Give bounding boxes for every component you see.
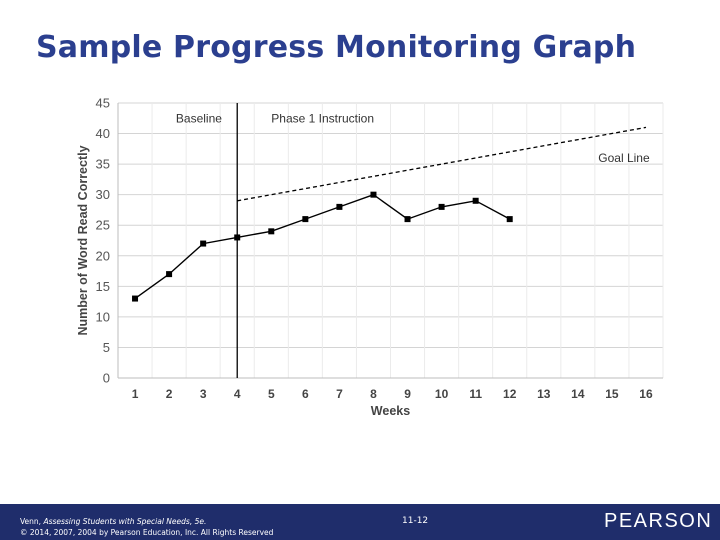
grid-lines [117,102,664,378]
data-point-week-11 [472,197,479,204]
y-tick-label-5: 5 [103,340,110,355]
data-point-week-5 [268,228,275,235]
axes [117,103,663,379]
y-tick-label-10: 10 [96,309,110,324]
y-axis-title: Number of Word Read Correctly [76,145,90,335]
data-point-week-3 [200,240,207,247]
data-point-week-12 [506,216,513,223]
pearson-logo: PEARSON [604,510,713,532]
x-tick-label-5: 5 [268,387,275,401]
data-point-week-4 [234,234,241,241]
x-tick-label-15: 15 [605,387,619,401]
x-tick-label-10: 10 [435,387,449,401]
x-tick-label-12: 12 [503,387,517,401]
x-tick-label-1: 1 [132,387,139,401]
footer-bar: Venn, Assessing Students with Special Ne… [0,504,720,540]
x-tick-label-7: 7 [336,387,343,401]
citation-copyright: © 2014, 2007, 2004 by Pearson Education,… [20,528,274,537]
x-tick-label-8: 8 [370,387,377,401]
x-tick-label-4: 4 [234,387,241,401]
y-tick-label-25: 25 [96,218,110,233]
goal-line-label: Goal Line [598,151,650,165]
citation-author: Venn, [20,517,44,526]
x-tick-label-6: 6 [302,387,309,401]
x-tick-label-14: 14 [571,387,585,401]
x-tick-label-16: 16 [639,387,653,401]
data-point-week-8 [370,191,377,198]
baseline-label: Baseline [176,111,222,125]
x-axis-title: Weeks [371,404,410,418]
citation-book-title: Assessing Students with Special Needs, 5… [43,517,207,526]
page-number: 11-12 [402,516,429,526]
y-tick-label-30: 30 [96,187,110,202]
data-point-week-7 [336,203,343,210]
x-tick-label-2: 2 [166,387,173,401]
y-tick-label-0: 0 [103,371,110,386]
data-point-week-1 [132,295,139,302]
series-lines [132,103,647,378]
x-tick-label-13: 13 [537,387,551,401]
x-tick-label-11: 11 [469,387,482,401]
y-tick-label-15: 15 [96,279,110,294]
y-tick-label-40: 40 [96,126,110,141]
slide-title: Sample Progress Monitoring Graph [36,30,637,65]
data-point-week-6 [302,216,309,223]
y-tick-label-35: 35 [96,157,110,172]
phase-1-label: Phase 1 Instruction [271,111,374,125]
goal-line [237,126,647,202]
data-point-week-10 [438,203,445,210]
x-tick-label-3: 3 [200,387,207,401]
y-tick-label-20: 20 [96,248,110,263]
x-tick-label-9: 9 [404,387,411,401]
score-line [134,193,511,300]
data-point-week-9 [404,216,411,223]
y-tick-label-45: 45 [96,96,110,111]
data-point-week-2 [166,271,173,278]
citation: Venn, Assessing Students with Special Ne… [20,516,273,538]
